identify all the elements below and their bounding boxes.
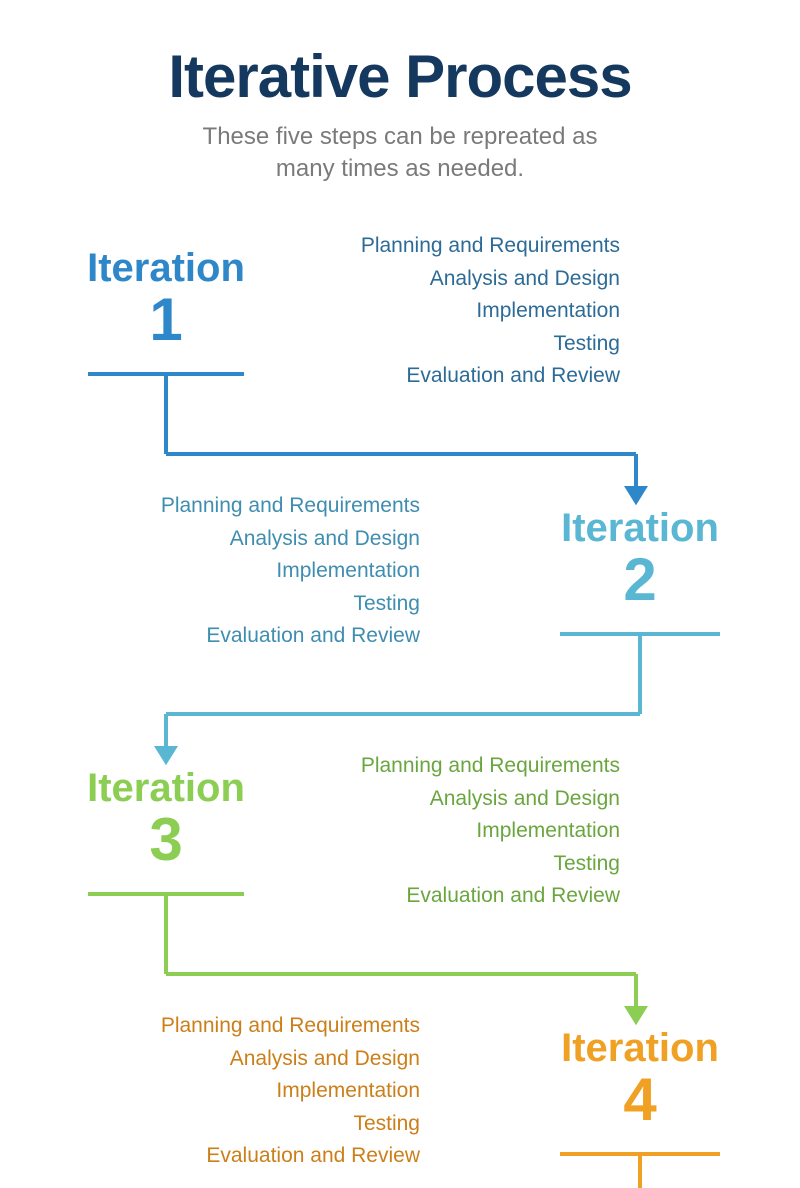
page-subtitle: These five steps can be repreated as man…	[0, 121, 800, 186]
step-item: Testing	[320, 848, 620, 881]
subtitle-line-1: These five steps can be repreated as	[203, 123, 598, 150]
step-item: Planning and Requirements	[320, 750, 620, 783]
step-item: Evaluation and Review	[320, 880, 620, 913]
iteration-label-1: Iteration1	[66, 248, 266, 350]
header: Iterative Process These five steps can b…	[0, 0, 800, 186]
iteration-number: 4	[540, 1070, 740, 1130]
iteration-number: 3	[66, 810, 266, 870]
iteration-label-2: Iteration2	[540, 508, 740, 610]
page-title: Iterative Process	[0, 42, 800, 111]
step-item: Analysis and Design	[120, 523, 420, 556]
step-item: Implementation	[120, 1075, 420, 1108]
iteration-steps-1: Planning and RequirementsAnalysis and De…	[320, 230, 620, 393]
iteration-word: Iteration	[66, 768, 266, 808]
iteration-label-3: Iteration3	[66, 768, 266, 870]
iteration-steps-2: Planning and RequirementsAnalysis and De…	[120, 490, 420, 653]
step-item: Implementation	[320, 295, 620, 328]
iteration-number: 1	[66, 290, 266, 350]
iteration-word: Iteration	[66, 248, 266, 288]
step-item: Implementation	[320, 815, 620, 848]
step-item: Analysis and Design	[320, 263, 620, 296]
step-item: Testing	[120, 1108, 420, 1141]
iteration-label-4: Iteration4	[540, 1028, 740, 1130]
step-item: Testing	[320, 328, 620, 361]
step-item: Planning and Requirements	[120, 490, 420, 523]
step-item: Implementation	[120, 555, 420, 588]
step-item: Evaluation and Review	[120, 1140, 420, 1173]
step-item: Analysis and Design	[120, 1043, 420, 1076]
step-item: Evaluation and Review	[320, 360, 620, 393]
step-item: Analysis and Design	[320, 783, 620, 816]
iteration-steps-4: Planning and RequirementsAnalysis and De…	[120, 1010, 420, 1173]
iteration-steps-3: Planning and RequirementsAnalysis and De…	[320, 750, 620, 913]
iteration-word: Iteration	[540, 1028, 740, 1068]
iteration-number: 2	[540, 550, 740, 610]
step-item: Evaluation and Review	[120, 620, 420, 653]
step-item: Testing	[120, 588, 420, 621]
subtitle-line-2: many times as needed.	[276, 155, 524, 182]
iteration-word: Iteration	[540, 508, 740, 548]
step-item: Planning and Requirements	[120, 1010, 420, 1043]
step-item: Planning and Requirements	[320, 230, 620, 263]
